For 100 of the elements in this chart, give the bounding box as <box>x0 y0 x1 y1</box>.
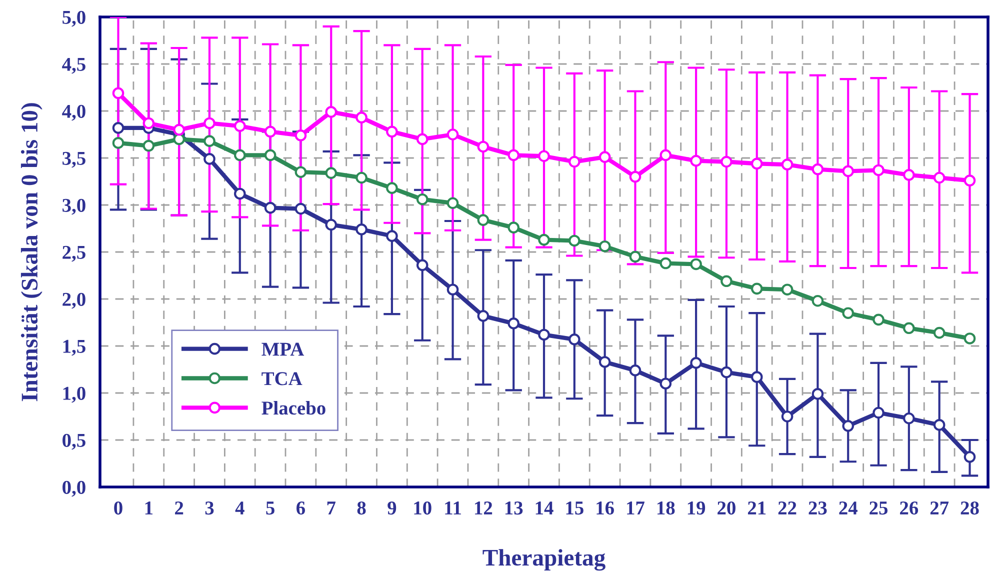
point <box>903 322 915 334</box>
x-tick-label: 1 <box>145 502 153 514</box>
point <box>750 371 763 383</box>
point <box>872 164 884 176</box>
point <box>446 284 459 296</box>
x-tick-label: 8 <box>357 501 366 515</box>
x-tick-label: 11 <box>445 502 461 514</box>
x-tick-label: 14 <box>536 502 554 514</box>
x-tick-label: 16 <box>596 502 614 515</box>
y-tick-label: 3,0 <box>62 198 86 215</box>
point <box>325 106 338 118</box>
point <box>781 284 794 296</box>
point <box>903 412 915 424</box>
point <box>204 135 216 147</box>
x-tick-label: 5 <box>266 502 274 515</box>
point <box>598 151 611 163</box>
point <box>416 193 428 206</box>
point <box>477 214 490 226</box>
point <box>933 419 946 431</box>
x-tick-label: 0 <box>114 501 122 515</box>
legend-label: Placebo <box>262 400 326 415</box>
x-tick-label: 7 <box>327 502 336 514</box>
y-tick-label: 0,0 <box>62 480 86 497</box>
point <box>720 275 732 288</box>
point <box>204 153 216 165</box>
point <box>294 130 307 142</box>
x-tick-label: 23 <box>808 502 827 515</box>
point <box>629 364 642 376</box>
point <box>781 410 794 422</box>
x-tick-label: 19 <box>688 502 706 515</box>
point <box>598 240 611 252</box>
point <box>629 170 642 183</box>
x-tick-label: 26 <box>900 502 918 515</box>
x-tick-label: 27 <box>930 502 949 514</box>
point <box>964 174 976 186</box>
x-tick-label: 6 <box>296 502 306 515</box>
point <box>234 120 246 132</box>
point <box>720 366 732 378</box>
point <box>812 388 824 400</box>
point <box>264 202 276 214</box>
point <box>903 169 915 181</box>
y-tick-label: 5,0 <box>62 10 86 27</box>
y-tick-label: 3,5 <box>62 152 86 168</box>
y-tick-label: 2,5 <box>62 246 86 262</box>
point <box>872 314 884 326</box>
point <box>781 158 794 170</box>
point <box>477 140 490 153</box>
point <box>629 250 642 263</box>
x-tick-label: 15 <box>566 502 584 515</box>
point <box>842 420 854 432</box>
point <box>660 378 672 390</box>
point <box>142 117 155 130</box>
x-tick-label: 12 <box>475 502 492 514</box>
x-tick-label: 13 <box>505 502 523 515</box>
point <box>264 149 276 162</box>
point <box>750 158 763 170</box>
point <box>538 328 550 341</box>
legend-label: MPA <box>262 342 304 356</box>
point <box>508 149 520 162</box>
point <box>750 282 763 295</box>
y-axis-title: Intensität (Skala von 0 bis 10) <box>20 103 42 402</box>
point <box>112 122 124 134</box>
point <box>234 149 246 162</box>
x-tick-label: 21 <box>748 502 766 514</box>
x-tick-label: 24 <box>839 502 858 514</box>
point <box>142 140 155 152</box>
x-tick-label: 25 <box>870 502 888 515</box>
x-tick-label: 2 <box>175 502 184 514</box>
y-tick-label: 1,0 <box>63 386 86 403</box>
point <box>294 202 307 215</box>
point <box>386 230 398 242</box>
legend-label: TCA <box>262 372 302 386</box>
point <box>173 124 185 136</box>
point <box>812 294 824 307</box>
point <box>446 128 459 140</box>
point <box>446 197 459 210</box>
point <box>842 307 854 320</box>
point <box>204 117 216 130</box>
x-tick-label: 18 <box>657 501 675 515</box>
x-tick-label: 22 <box>778 502 796 514</box>
x-axis-title: Therapietag <box>482 549 606 571</box>
point <box>568 334 580 346</box>
point <box>325 167 338 179</box>
point <box>477 310 490 322</box>
point <box>508 318 520 330</box>
point <box>538 234 550 246</box>
x-tick-label: 20 <box>718 501 736 515</box>
point <box>112 137 124 149</box>
point <box>386 182 398 194</box>
point <box>356 172 368 184</box>
point <box>933 326 946 339</box>
point <box>416 259 428 272</box>
point <box>173 133 185 146</box>
y-tick-label: 4,5 <box>62 58 86 74</box>
point <box>508 222 520 234</box>
y-tick-label: 2,0 <box>62 292 86 309</box>
point <box>386 126 398 138</box>
point <box>598 356 611 368</box>
point <box>568 156 580 168</box>
point <box>690 357 702 369</box>
